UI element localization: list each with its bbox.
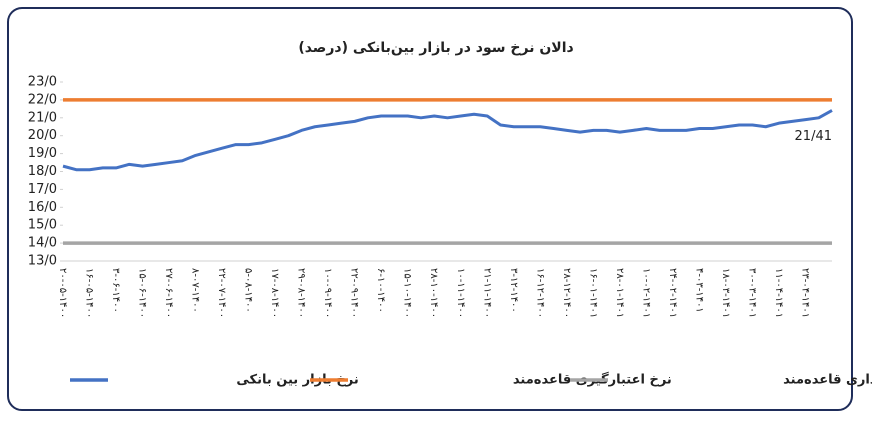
y-tick-label: 15/0 [28,218,57,233]
x-tick-label: ۲۴-۰۲-۱۴۰۱ [667,268,678,318]
legend-label: نرخ بازار بین بانکی [236,373,358,388]
x-tick-label: ۲۲-۰۹-۱۴۰۰ [349,268,360,318]
y-tick-label: 22/0 [28,92,57,107]
y-tick-label: 17/0 [28,182,57,197]
y-tick-label: 16/0 [28,200,57,215]
y-tick-label: 21/0 [28,110,57,125]
x-tick-label: ۲۹-۰۸-۱۴۰۰ [296,268,307,318]
y-tick-label: 18/0 [28,164,57,179]
y-tick-label: 19/0 [28,146,57,161]
x-tick-label: ۲۱-۱۱-۱۴۰۰ [481,268,492,318]
x-tick-label: ۵-۰۸-۱۴۰۰ [243,268,254,313]
x-tick-label: ۲۳-۰۴-۱۴۰۱ [799,268,810,318]
x-tick-label: ۱۷-۰۸-۱۴۰۰ [269,268,280,318]
x-tick-label: ۲۰-۰۵-۱۴۰۰ [57,268,68,318]
x-tick-label: ۲۸-۱۲-۱۴۰۰ [561,268,572,318]
x-tick-label: ۱۰-۰۹-۱۴۰۰ [322,268,333,318]
x-tick-label: ۳۰-۰۳-۱۴۰۱ [746,268,757,318]
y-tick-label: 13/0 [28,254,57,269]
x-tick-label: ۱۰-۰۲-۱۴۰۱ [640,268,651,318]
annotation: 21/41 [795,129,832,144]
x-tick-label: ۲۲-۰۷-۱۴۰۰ [216,268,227,318]
x-tick-label: ۲۸-۰۱-۱۴۰۱ [614,268,625,318]
x-tick-label: ۱۸-۰۳-۱۴۰۱ [720,268,731,318]
y-tick-label: 14/0 [28,236,57,251]
x-tick-label: ۸-۰۷-۱۴۰۰ [190,268,201,313]
y-tick-label: 20/0 [28,128,57,143]
x-tick-label: ۱۶-۰۱-۱۴۰۱ [587,268,598,318]
y-tick-label: 23/0 [28,75,57,90]
x-tick-label: ۱۱-۰۴-۱۴۰۱ [773,268,784,318]
chart-title: دالان نرخ سود در بازار بین‌بانکی (درصد) [298,40,573,56]
x-tick-label: ۱۰-۱۱-۱۴۰۰ [455,268,466,318]
legend-label: نرخ سپرده‌گذاری قاعده‌مند [783,372,872,388]
x-tick-label: ۲۸-۱۰-۱۴۰۰ [428,268,439,318]
x-tick-label: ۴-۰۳-۱۴۰۱ [693,268,704,313]
x-tick-label: ۶-۱۰-۱۴۰۰ [375,268,386,313]
x-tick-label: ۱۶-۱۲-۱۴۰۰ [534,268,545,318]
x-tick-label: ۳-۰۶-۱۴۰۰ [110,268,121,313]
x-tick-label: ۳-۱۲-۱۴۰۰ [508,268,519,313]
frame [7,7,853,411]
x-tick-label: ۲۷-۰۶-۱۴۰۰ [163,268,174,318]
x-tick-label: ۱۵-۱۰-۱۴۰۰ [402,268,413,318]
series-line [62,109,833,172]
x-tick-label: ۱۶-۰۵-۱۴۰۰ [84,268,95,318]
x-tick-label: ۱۵-۰۶-۱۴۰۰ [137,268,148,318]
